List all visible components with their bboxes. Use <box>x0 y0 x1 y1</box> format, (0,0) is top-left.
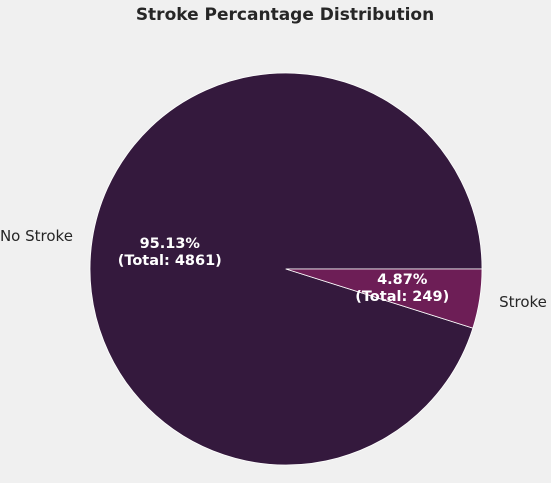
slice-label-stroke: Stroke <box>499 293 547 311</box>
slice-percent-stroke: 4.87% <box>377 272 428 288</box>
pie-slice-stroke <box>285 268 483 329</box>
slice-total-no-stroke: (Total: 4861) <box>118 253 222 269</box>
labels-layer: No Stroke 95.13%(Total: 4861) Stroke 4.87%(… <box>0 227 547 311</box>
slices-layer <box>89 72 483 466</box>
slice-percent-no-stroke: 95.13% <box>140 236 201 252</box>
slice-label-no-stroke: No Stroke <box>0 227 73 245</box>
slice-total-stroke: (Total: 249) <box>355 289 449 305</box>
chart-title: Stroke Percantage Distribution <box>136 5 434 25</box>
